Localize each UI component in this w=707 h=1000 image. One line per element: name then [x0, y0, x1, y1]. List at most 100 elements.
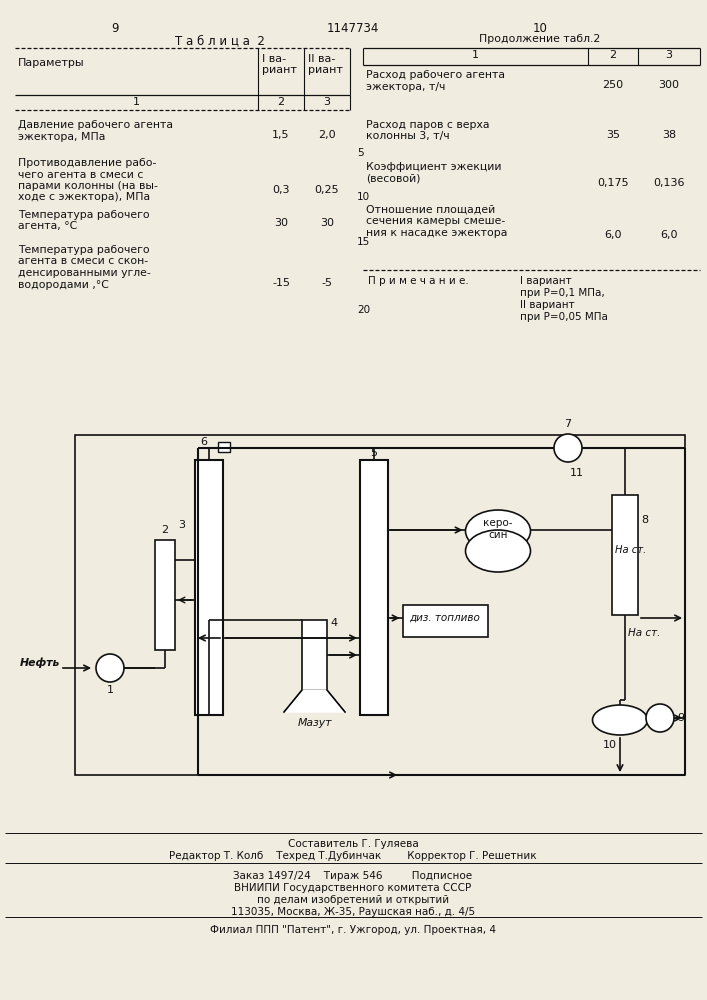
Text: 113035, Москва, Ж-35, Раушская наб., д. 4/5: 113035, Москва, Ж-35, Раушская наб., д. … [231, 907, 475, 917]
Text: I вариант: I вариант [520, 276, 572, 286]
Circle shape [96, 654, 124, 682]
Text: Продолжение табл.2: Продолжение табл.2 [479, 34, 601, 44]
Text: II вариант: II вариант [520, 300, 575, 310]
Text: -5: -5 [322, 278, 332, 288]
Text: 6,0: 6,0 [604, 230, 621, 240]
Text: Т а б л и ц а  2: Т а б л и ц а 2 [175, 34, 265, 47]
Text: 6,0: 6,0 [660, 230, 678, 240]
Ellipse shape [465, 530, 530, 572]
Text: 300: 300 [658, 80, 679, 90]
Text: агента, °С: агента, °С [18, 222, 77, 232]
Text: Нефть: Нефть [20, 658, 60, 668]
Text: 1,5: 1,5 [272, 130, 290, 140]
Text: 2: 2 [161, 525, 168, 535]
Text: 9: 9 [111, 22, 119, 35]
Text: 5: 5 [370, 448, 378, 458]
Text: по делам изобретений и открытий: по делам изобретений и открытий [257, 895, 449, 905]
Text: 35: 35 [606, 130, 620, 140]
Text: Параметры: Параметры [18, 58, 85, 68]
Text: 0,136: 0,136 [653, 178, 685, 188]
Text: 10: 10 [357, 192, 370, 202]
Ellipse shape [592, 705, 648, 735]
Text: На ст.: На ст. [628, 628, 660, 638]
Polygon shape [284, 690, 345, 712]
Text: парами колонны (на вы-: парами колонны (на вы- [18, 181, 158, 191]
Circle shape [554, 434, 582, 462]
Text: при Р=0,05 МПа: при Р=0,05 МПа [520, 312, 608, 322]
Text: эжектора, т/ч: эжектора, т/ч [366, 82, 445, 92]
Text: На ст.: На ст. [615, 545, 646, 555]
Text: син: син [489, 530, 508, 540]
Text: 3: 3 [324, 97, 330, 107]
Text: 38: 38 [662, 130, 676, 140]
Text: Расход рабочего агента: Расход рабочего агента [366, 70, 505, 80]
Text: Мазут: Мазут [297, 718, 332, 728]
Text: (весовой): (весовой) [366, 174, 421, 184]
Bar [402, 605, 488, 637]
Bar [155, 540, 175, 650]
Ellipse shape [465, 510, 530, 552]
Text: Температура рабочего: Температура рабочего [18, 245, 150, 255]
Text: 30: 30 [274, 218, 288, 228]
Text: чего агента в смеси с: чего агента в смеси с [18, 169, 144, 180]
Text: 10: 10 [532, 22, 547, 35]
Text: Коэффициент эжекции: Коэффициент эжекции [366, 162, 501, 172]
Bar [75, 435, 685, 775]
Text: диз. топливо: диз. топливо [409, 613, 481, 623]
Text: П р и м е ч а н и е.: П р и м е ч а н и е. [368, 276, 469, 286]
Text: 8: 8 [641, 515, 648, 525]
Text: Температура рабочего: Температура рабочего [18, 210, 150, 220]
Bar [612, 495, 638, 615]
Text: 30: 30 [320, 218, 334, 228]
Text: 7: 7 [564, 419, 571, 429]
Text: 20: 20 [357, 305, 370, 315]
Text: 1: 1 [107, 685, 114, 695]
Text: 0,3: 0,3 [272, 185, 290, 195]
Text: 4: 4 [330, 618, 337, 628]
Text: риант: риант [262, 65, 297, 75]
Text: сечения камеры смеше-: сечения камеры смеше- [366, 217, 506, 227]
Text: Противодавление рабо-: Противодавление рабо- [18, 158, 156, 168]
Text: Отношение площадей: Отношение площадей [366, 205, 495, 215]
Text: керо-: керо- [484, 518, 513, 528]
Text: -15: -15 [272, 278, 290, 288]
Text: водородами ,°С: водородами ,°С [18, 279, 109, 290]
Text: ния к насадке эжектора: ния к насадке эжектора [366, 228, 508, 238]
Bar [195, 460, 223, 715]
Text: I ва-: I ва- [262, 54, 286, 64]
Text: Заказ 1497/24    Тираж 546         Подписное: Заказ 1497/24 Тираж 546 Подписное [233, 871, 472, 881]
Text: 1147734: 1147734 [327, 22, 379, 35]
Text: Расход паров с верха: Расход паров с верха [366, 120, 489, 130]
Bar [302, 620, 327, 690]
Text: 10: 10 [603, 740, 617, 750]
Text: эжектора, МПа: эжектора, МПа [18, 131, 105, 141]
Text: ходе с эжектора), МПа: ходе с эжектора), МПа [18, 192, 150, 202]
Text: ВНИИПИ Государственного комитета СССР: ВНИИПИ Государственного комитета СССР [235, 883, 472, 893]
Text: Составитель Г. Гуляева: Составитель Г. Гуляева [288, 839, 419, 849]
Text: II ва-: II ва- [308, 54, 335, 64]
Text: 0,175: 0,175 [597, 178, 629, 188]
Text: Давление рабочего агента: Давление рабочего агента [18, 120, 173, 130]
Text: риант: риант [308, 65, 343, 75]
Text: 15: 15 [357, 237, 370, 247]
Text: колонны 3, т/ч: колонны 3, т/ч [366, 131, 450, 141]
Text: агента в смеси с скон-: агента в смеси с скон- [18, 256, 148, 266]
Text: Редактор Т. Колб    Техред Т.Дубинчак        Корректор Г. Решетник: Редактор Т. Колб Техред Т.Дубинчак Корре… [169, 851, 537, 861]
Text: 3: 3 [178, 520, 185, 530]
Text: 11: 11 [570, 468, 584, 478]
Text: 1: 1 [133, 97, 140, 107]
Bar [360, 460, 388, 715]
Text: при Р=0,1 МПа,: при Р=0,1 МПа, [520, 288, 604, 298]
Text: 3: 3 [665, 50, 672, 60]
Text: 1: 1 [472, 50, 479, 60]
Circle shape [646, 704, 674, 732]
Bar [218, 442, 230, 452]
Text: денсированными угле-: денсированными угле- [18, 268, 151, 278]
Text: 5: 5 [357, 148, 363, 158]
Text: 2,0: 2,0 [318, 130, 336, 140]
Text: 6: 6 [200, 437, 207, 447]
Text: 2: 2 [277, 97, 284, 107]
Text: 2: 2 [609, 50, 617, 60]
Text: 0,25: 0,25 [315, 185, 339, 195]
Text: 250: 250 [602, 80, 624, 90]
